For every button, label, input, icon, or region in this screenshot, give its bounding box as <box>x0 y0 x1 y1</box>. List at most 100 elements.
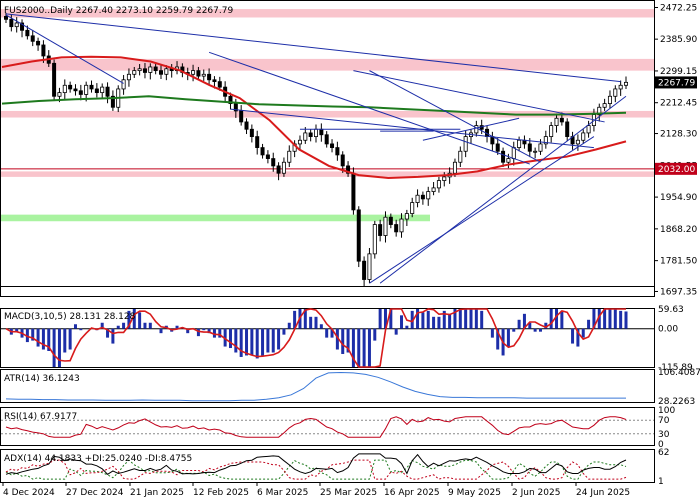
candle-body <box>265 154 270 159</box>
di-minus-line <box>5 459 627 480</box>
candle-body <box>351 172 356 211</box>
fast-moving-average <box>1 55 627 180</box>
candle-body <box>89 84 94 90</box>
price-tick-label: 2472.25 <box>660 4 697 14</box>
candle-body <box>527 143 532 152</box>
atr-panel-frame <box>0 369 655 403</box>
candle-body <box>217 81 222 88</box>
candle-body <box>94 88 99 94</box>
candle-body <box>415 194 420 203</box>
atr-title: ATR(14) 36.1243 <box>4 374 80 384</box>
candle-body <box>249 128 254 137</box>
candle-body <box>346 165 351 174</box>
macd-signal-line <box>5 308 626 368</box>
candle-body <box>25 29 30 37</box>
candle-body <box>84 84 89 95</box>
candle-body <box>4 15 9 20</box>
candle-body <box>495 143 500 152</box>
trend-line <box>353 70 605 123</box>
candle-body <box>607 95 612 105</box>
candle-body <box>68 84 73 90</box>
candle-body <box>581 132 586 141</box>
candle-body <box>597 106 602 116</box>
candle-body <box>517 139 522 148</box>
candle-body <box>399 218 404 233</box>
candle-body <box>356 209 361 262</box>
candle-body <box>426 191 431 200</box>
candle-body <box>191 70 196 75</box>
macd-plot: 59.63 0.00 -115.89 <box>1 305 693 373</box>
candle-body <box>105 86 110 97</box>
candle-body <box>394 224 399 233</box>
candle-body <box>613 88 618 97</box>
time-tick-label: 12 Feb 2025 <box>193 488 249 498</box>
candle-body <box>126 73 131 81</box>
candle-body <box>463 136 468 152</box>
candle-body <box>78 90 83 95</box>
time-tick-label: 27 Dec 2024 <box>66 488 124 498</box>
resistance-zone <box>1 9 654 18</box>
candle-body <box>281 161 286 174</box>
candle-body <box>474 125 479 134</box>
time-tick-label: 4 Dec 2024 <box>3 488 55 498</box>
candle-body <box>511 147 516 159</box>
candle-body <box>14 22 19 28</box>
candle-body <box>57 92 62 97</box>
candle-body <box>372 224 377 255</box>
main-price-plot <box>1 9 654 287</box>
trend-line <box>369 136 595 284</box>
candle-body <box>36 40 41 46</box>
candle-body <box>303 132 308 141</box>
candle-body <box>618 84 623 90</box>
rsi-line <box>5 416 627 438</box>
support-zone <box>1 214 430 222</box>
candle-body <box>319 128 324 136</box>
trend-line <box>379 95 627 284</box>
slow-moving-average <box>1 95 627 116</box>
candle-body <box>335 147 340 156</box>
resistance-zone <box>1 58 654 71</box>
candle-body <box>110 95 115 108</box>
candle-body <box>201 73 206 77</box>
main-panel-frame <box>0 0 655 297</box>
price-tick-label: 1868.20 <box>660 225 697 235</box>
macd-title: MACD(3,10,5) 28.131 28.128 <box>4 312 136 322</box>
candle-body <box>506 158 511 163</box>
candle-body <box>538 143 543 152</box>
candle-body <box>207 73 212 81</box>
candle-body <box>62 84 67 94</box>
candle-body <box>458 150 463 163</box>
candle-body <box>313 128 318 137</box>
trend-line <box>230 108 594 149</box>
trend-line <box>208 51 530 165</box>
candle-body <box>442 176 447 181</box>
candle-body <box>559 117 564 123</box>
candle-body <box>575 139 580 145</box>
candle-body <box>239 110 244 123</box>
candle-body <box>340 154 345 167</box>
candle-body <box>602 103 607 108</box>
adx-title: ADX(14) 44.1833 +DI:25.0240 -DI:8.4755 <box>4 454 192 464</box>
candle-body <box>41 44 46 57</box>
rsi-tick-label: 70 <box>658 416 670 426</box>
price-tick-label: 2385.90 <box>660 35 697 45</box>
candle-body <box>271 158 276 167</box>
atr-tick-label: 106.4087 <box>658 368 700 378</box>
rsi-tick-label: 0 <box>658 440 664 450</box>
candle-body <box>260 147 265 156</box>
candle-body <box>196 70 201 77</box>
candle-body <box>52 62 57 97</box>
candle-body <box>367 253 372 280</box>
candle-body <box>431 187 436 192</box>
rsi-title: RSI(14) 67.9177 <box>4 412 77 422</box>
trend-line <box>369 70 541 163</box>
time-tick-label: 25 Mar 2025 <box>320 488 377 498</box>
level-label: 2032.00 <box>658 165 695 175</box>
macd-tick-label: 59.63 <box>658 305 684 315</box>
candle-body <box>121 79 126 90</box>
time-tick-label: 6 Mar 2025 <box>257 488 308 498</box>
time-tick-label: 21 Jan 2025 <box>130 488 184 498</box>
candle-body <box>287 150 292 163</box>
